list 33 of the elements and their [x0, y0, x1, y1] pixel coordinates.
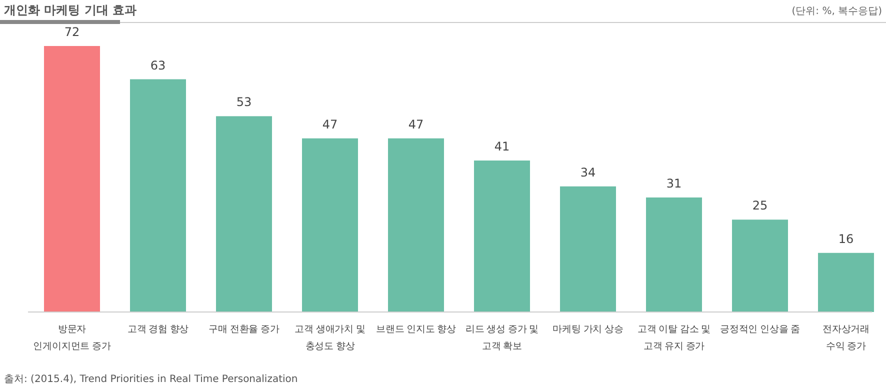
- bar: [818, 252, 874, 312]
- x-tick-label: 방문자 인게이지먼트 증가: [33, 324, 112, 352]
- x-tick-label: 전자상거래 수익 증가: [822, 324, 870, 352]
- bar: [732, 220, 788, 312]
- data-label: 53: [236, 95, 252, 110]
- x-tick-label: 긍정적인 인상을 줌: [720, 324, 801, 335]
- data-label: 25: [752, 198, 768, 213]
- bar: [44, 46, 100, 312]
- x-tick-label: 고객 경험 향상: [127, 324, 190, 335]
- bar: [646, 197, 702, 312]
- chart-subtitle: (단위: %, 복수응답): [792, 6, 882, 17]
- bar: [130, 79, 186, 312]
- data-label: 41: [494, 140, 510, 154]
- x-tick-label: 구매 전환율 증가: [208, 324, 280, 335]
- data-label: 63: [150, 58, 166, 72]
- data-label: 47: [408, 117, 424, 132]
- data-label: 31: [666, 176, 682, 190]
- chart-title: 개인화 마케팅 기대 효과: [4, 3, 137, 17]
- bar: [474, 160, 530, 312]
- x-tick-label: 마케팅 가치 상승: [552, 324, 624, 335]
- x-tick-label: 고객 이탈 감소 및 고객 유지 증가: [637, 324, 712, 352]
- x-tick-label: 브랜드 인지도 향상: [376, 324, 457, 335]
- data-label: 34: [580, 165, 596, 180]
- bar: [216, 116, 272, 312]
- x-tick-label: 리드 생성 증가 및 고객 확보: [465, 324, 540, 352]
- bar: [560, 186, 616, 312]
- source-note: 출처: (2015.4), Trend Priorities in Real Time Personalization: [4, 374, 298, 385]
- data-label: 72: [64, 25, 80, 39]
- bar: [388, 138, 444, 312]
- bar: [302, 138, 358, 312]
- data-label: 16: [838, 232, 854, 246]
- x-tick-label: 고객 생애가치 및 충성도 향상: [294, 324, 366, 352]
- data-label: 47: [322, 117, 338, 132]
